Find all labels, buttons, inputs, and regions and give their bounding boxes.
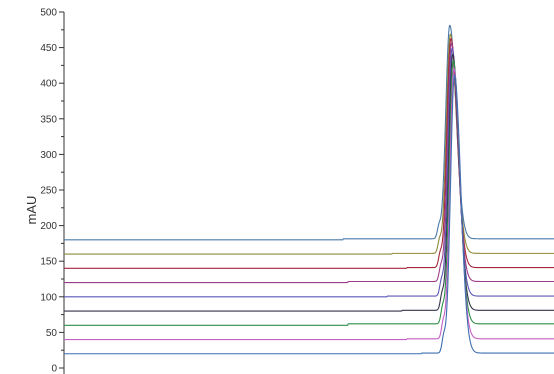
trace-line-4 (63, 42, 554, 284)
y-tick-label: 400 (40, 79, 57, 90)
trace-line-2 (63, 33, 554, 255)
y-tick-label: 100 (40, 292, 57, 303)
y-axis-label: mAU (24, 196, 39, 225)
trace-line-9 (63, 74, 554, 355)
trace-line-3 (63, 37, 554, 269)
trace-line-8 (63, 67, 554, 341)
y-axis: 0 50 100 150 200 250 300 350 400 450 500 (40, 8, 65, 374)
y-tick-label: 350 (40, 114, 57, 125)
trace-line-6 (63, 53, 554, 312)
y-tick-label: 150 (40, 257, 57, 268)
y-tick-label: 500 (40, 8, 57, 19)
y-tick-label: 300 (40, 150, 57, 161)
traces (63, 24, 554, 355)
y-tick-label: 250 (40, 186, 57, 197)
y-tick-label: 200 (40, 221, 57, 232)
y-tick-label: 450 (40, 43, 57, 54)
trace-line-1 (63, 24, 554, 241)
trace-line-5 (63, 47, 554, 298)
y-tick-label: 50 (46, 328, 58, 339)
y-tick-label: 0 (51, 364, 57, 374)
trace-line-7 (63, 59, 554, 326)
